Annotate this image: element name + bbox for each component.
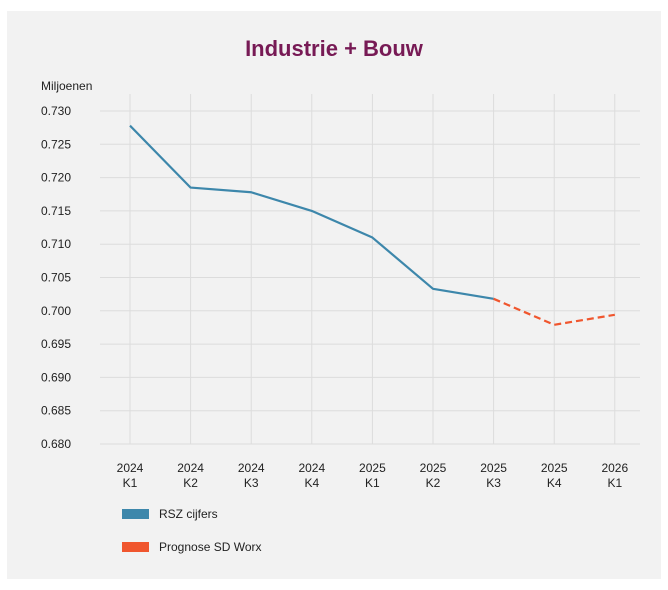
y-tick-label: 0.730	[41, 104, 71, 118]
x-tick-label: 2024	[238, 461, 265, 475]
y-axis-ticks: 0.730 0.725 0.720 0.715 0.710 0.705 0.700 0.695…	[41, 104, 71, 451]
x-tick-label: 2026	[601, 461, 628, 475]
legend: RSZ cijfers Prognose SD Worx	[122, 505, 262, 571]
x-tick-label: 2024	[117, 461, 144, 475]
legend-label-prognose: Prognose SD Worx	[159, 540, 262, 554]
x-tick-label: 2025	[480, 461, 507, 475]
y-axis-unit-label: Miljoenen	[41, 79, 92, 93]
chart-panel	[7, 11, 661, 579]
legend-item-prognose: Prognose SD Worx	[122, 538, 262, 556]
y-tick-label: 0.685	[41, 404, 71, 418]
series-line-rsz	[129, 124, 494, 300]
grid-lines	[100, 94, 640, 445]
x-tick-label: 2024	[298, 461, 325, 475]
x-tick-label: 2025	[359, 461, 386, 475]
y-tick-label: 0.700	[41, 304, 71, 318]
x-tick-label: K2	[426, 476, 441, 490]
legend-swatch-rsz	[122, 509, 149, 519]
y-tick-label: 0.715	[41, 204, 71, 218]
x-tick-label: K3	[486, 476, 501, 490]
x-tick-label: 2025	[420, 461, 447, 475]
x-tick-label: 2024	[177, 461, 204, 475]
x-tick-label: K1	[607, 476, 622, 490]
chart-title: Industrie + Bouw	[245, 36, 423, 61]
x-tick-label: K1	[123, 476, 138, 490]
y-tick-label: 0.680	[41, 437, 71, 451]
legend-label-rsz: RSZ cijfers	[159, 507, 218, 521]
y-tick-label: 0.695	[41, 337, 71, 351]
y-tick-label: 0.705	[41, 271, 71, 285]
x-tick-label: K4	[547, 476, 562, 490]
y-tick-label: 0.720	[41, 171, 71, 185]
x-tick-label: 2025	[541, 461, 568, 475]
legend-item-rsz: RSZ cijfers	[122, 505, 262, 523]
x-tick-label: K2	[183, 476, 198, 490]
y-tick-label: 0.710	[41, 237, 71, 251]
x-tick-label: K4	[304, 476, 319, 490]
legend-swatch-prognose	[122, 542, 149, 552]
y-tick-label: 0.725	[41, 137, 71, 151]
y-tick-label: 0.690	[41, 370, 71, 384]
x-tick-label: K1	[365, 476, 380, 490]
x-axis-ticks: 2024K12024K22024K32024K42025K12025K22025…	[117, 461, 629, 490]
x-tick-label: K3	[244, 476, 259, 490]
series-lines	[129, 124, 615, 326]
